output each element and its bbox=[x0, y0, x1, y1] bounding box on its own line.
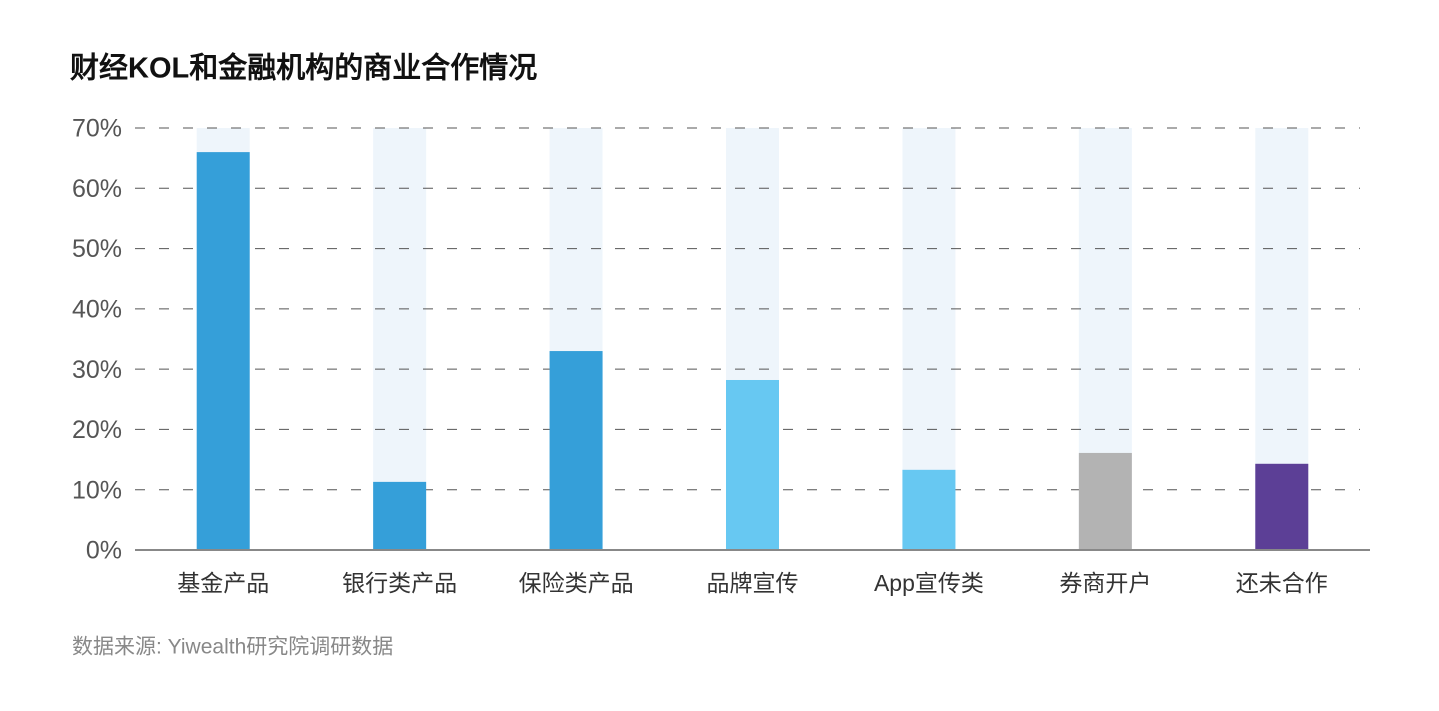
source-note: 数据来源: Yiwealth研究院调研数据 bbox=[72, 636, 393, 659]
x-tick-label: 基金产品 bbox=[177, 570, 269, 596]
x-tick-label: App宣传类 bbox=[874, 570, 984, 596]
x-tick-label: 品牌宣传 bbox=[707, 570, 799, 596]
bar bbox=[196, 152, 250, 550]
chart-title: 财经KOL和金融机构的商业合作情况 bbox=[70, 51, 537, 85]
y-tick-label: 60% bbox=[72, 175, 122, 203]
y-tick-label: 40% bbox=[72, 295, 122, 323]
x-tick-label: 保险类产品 bbox=[519, 570, 634, 596]
bar bbox=[902, 469, 956, 550]
x-tick-label: 银行类产品 bbox=[342, 570, 457, 596]
y-tick-label: 30% bbox=[72, 356, 122, 384]
x-tick-label: 券商开户 bbox=[1059, 570, 1151, 596]
bar bbox=[726, 379, 779, 550]
y-tick-label: 20% bbox=[72, 416, 122, 444]
y-tick-label: 70% bbox=[72, 115, 122, 143]
x-tick-label: 还未合作 bbox=[1236, 570, 1328, 596]
bar bbox=[549, 351, 603, 550]
y-tick-label: 50% bbox=[72, 235, 122, 263]
y-tick-label: 0% bbox=[86, 537, 122, 565]
bar bbox=[1255, 463, 1309, 550]
bar bbox=[373, 481, 427, 550]
bar-track bbox=[373, 128, 427, 550]
y-tick-label: 10% bbox=[72, 476, 122, 504]
bar bbox=[1078, 452, 1132, 550]
